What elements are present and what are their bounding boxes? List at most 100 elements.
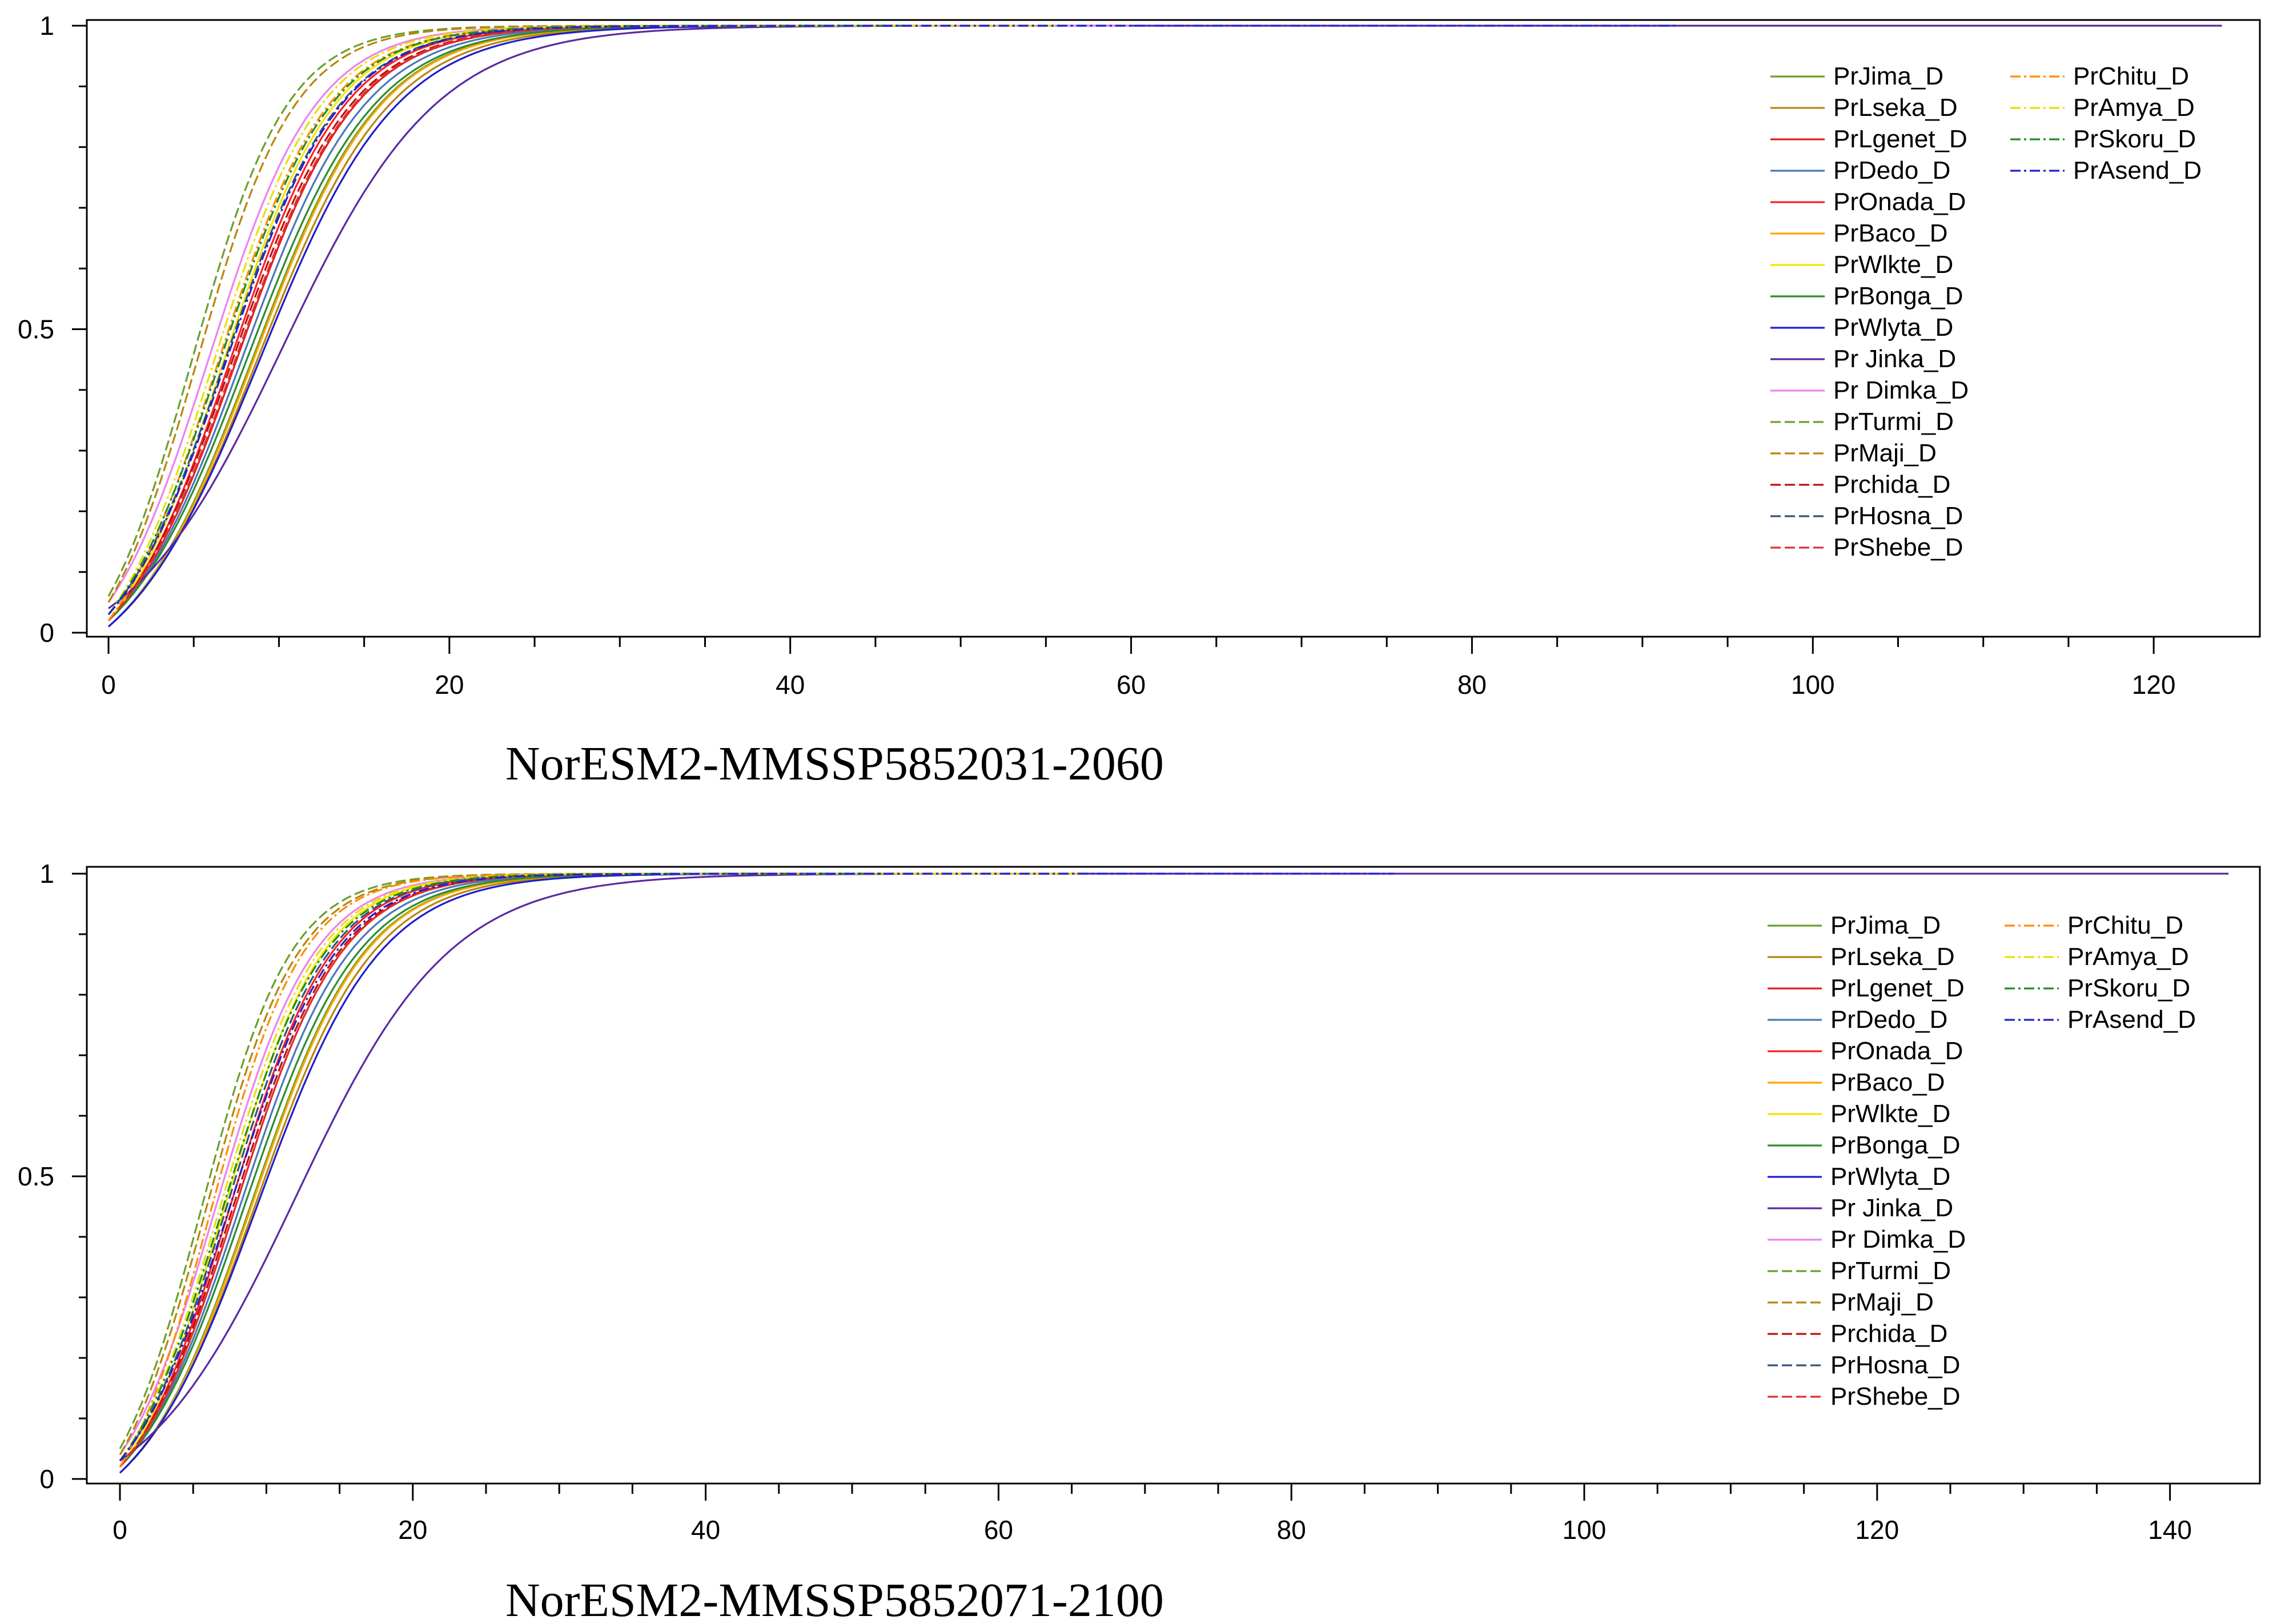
- series-line-pr-dimka_d: [107, 25, 1131, 603]
- legend-label: PrBaco_D: [1830, 1068, 1945, 1096]
- x-tick-label: 20: [435, 670, 464, 700]
- legend-item: Pr Jinka_D: [1768, 1194, 1953, 1222]
- legend-label: PrDedo_D: [1830, 1006, 1947, 1034]
- y-tick-label: 0.5: [18, 315, 54, 344]
- legend-label: PrSkoru_D: [2067, 974, 2190, 1002]
- legend-item: Pr Dimka_D: [1770, 376, 1969, 404]
- series-lines: [107, 25, 2222, 628]
- chart-2071-2100: 0 20 40 60 80 100 120 140 00.51 PrJima_DPrLseka…: [18, 859, 2261, 1624]
- legend-label: Prchida_D: [1833, 471, 1950, 499]
- legend-item: Pr Dimka_D: [1768, 1225, 1966, 1253]
- legend-label: PrLgenet_D: [1833, 125, 1967, 153]
- y-tick-label: 0: [39, 618, 54, 648]
- legend-item: PrMaji_D: [1770, 439, 1937, 467]
- legend-label: Pr Dimka_D: [1830, 1225, 1966, 1253]
- legend-label: PrOnada_D: [1830, 1037, 1963, 1065]
- legend-label: PrMaji_D: [1830, 1288, 1934, 1316]
- legend-label: PrHosna_D: [1833, 502, 1963, 530]
- legend-label: PrJima_D: [1830, 911, 1941, 939]
- x-tick-label: 100: [1791, 670, 1835, 700]
- series-line-prskoru_d: [119, 873, 882, 1462]
- legend-label: PrAsend_D: [2073, 156, 2202, 184]
- series-line-prchida_d: [107, 25, 825, 621]
- series-line-pronada_d: [107, 25, 790, 621]
- x-tick-label: 80: [1457, 670, 1487, 700]
- x-tick-label: 100: [1563, 1515, 1607, 1545]
- legend-item: PrJima_D: [1768, 911, 1941, 939]
- legend-label: Pr Jinka_D: [1833, 345, 1956, 373]
- series-line-pr-jinka_d: [119, 873, 2229, 1462]
- legend-item: PrAsend_D: [2010, 156, 2202, 184]
- x-tick-label: 20: [398, 1515, 427, 1545]
- legend-item: PrHosna_D: [1768, 1351, 1960, 1379]
- legend-item: PrLseka_D: [1770, 94, 1958, 122]
- legend-label: Pr Jinka_D: [1830, 1194, 1953, 1222]
- legend-label: PrAsend_D: [2067, 1006, 2196, 1034]
- series-line-prmaji_d: [119, 873, 765, 1456]
- chart-caption: NorESM2-MMSSP5852071-2100: [505, 1574, 1164, 1624]
- legend-label: PrHosna_D: [1830, 1351, 1960, 1379]
- series-line-pr-jinka_d: [108, 25, 2222, 609]
- legend-item: PrBaco_D: [1770, 219, 1948, 247]
- legend-label: PrBonga_D: [1833, 282, 1963, 310]
- legend-item: PrAmya_D: [2005, 943, 2189, 971]
- series-line-prchitu_d: [107, 25, 1063, 621]
- series-lines: [119, 873, 2229, 1474]
- legend-item: PrBonga_D: [1770, 282, 1963, 310]
- legend-label: PrSkoru_D: [2073, 125, 2196, 153]
- series-line-prdedo_d: [107, 25, 825, 621]
- series-line-prwlyta_d: [107, 25, 910, 628]
- x-tick-label: 40: [776, 670, 805, 700]
- legend-item: PrWlkte_D: [1768, 1100, 1950, 1128]
- series-line-prhosna_d: [107, 25, 825, 616]
- y-tick-label: 1: [39, 859, 54, 889]
- legend-item: PrShebe_D: [1768, 1382, 1960, 1410]
- legend-label: PrLgenet_D: [1830, 974, 1965, 1002]
- legend-item: PrSkoru_D: [2005, 974, 2190, 1002]
- legend-item: PrOnada_D: [1770, 188, 1966, 216]
- series-line-prhosna_d: [119, 873, 765, 1462]
- legend-item: Prchida_D: [1768, 1320, 1947, 1348]
- legend-item: PrMaji_D: [1768, 1288, 1934, 1316]
- x-tick-label: 120: [1855, 1515, 1899, 1545]
- legend-item: PrLgenet_D: [1770, 125, 1967, 153]
- legend-label: PrBonga_D: [1830, 1131, 1960, 1159]
- legend-label: PrTurmi_D: [1830, 1257, 1951, 1285]
- series-line-prjima_d: [119, 873, 779, 1474]
- legend-label: PrDedo_D: [1833, 156, 1950, 184]
- x-tick-label: 140: [2148, 1515, 2192, 1545]
- legend-item: PrTurmi_D: [1770, 408, 1954, 436]
- legend-item: PrAmya_D: [2010, 94, 2195, 122]
- legend-label: PrShebe_D: [1830, 1382, 1960, 1410]
- legend-label: PrAmya_D: [2067, 943, 2189, 971]
- x-axis-labels: 0 20 40 60 80 100 120: [101, 670, 2175, 700]
- legend-label: PrWlkte_D: [1833, 251, 1953, 279]
- legend-label: PrLseka_D: [1833, 94, 1958, 122]
- legend-label: PrWlkte_D: [1830, 1100, 1950, 1128]
- plot-frame: [86, 866, 2261, 1485]
- chart-2031-2060: 0 20 40 60 80 100 120 00.51 PrJima_DPrLseka_DP…: [18, 11, 2261, 790]
- legend-label: PrLseka_D: [1830, 943, 1955, 971]
- y-tick-label: 0.5: [18, 1161, 54, 1191]
- legend-item: PrWlkte_D: [1770, 251, 1953, 279]
- x-tick-label: 60: [1117, 670, 1146, 700]
- legend-label: PrAmya_D: [2073, 94, 2195, 122]
- legend-label: PrShebe_D: [1833, 533, 1963, 561]
- x-tick-label: 0: [113, 1515, 127, 1545]
- legend-label: PrMaji_D: [1833, 439, 1937, 467]
- y-axis-labels: 00.51: [18, 859, 54, 1494]
- legend-item: PrOnada_D: [1768, 1037, 1963, 1065]
- legend-item: PrLgenet_D: [1768, 974, 1965, 1002]
- y-axis-labels: 00.51: [18, 11, 54, 648]
- legend-item: PrJima_D: [1770, 62, 1943, 90]
- legend-item: Pr Jinka_D: [1770, 345, 1956, 373]
- legend-item: PrHosna_D: [1770, 502, 1963, 530]
- legend-item: PrLseka_D: [1768, 943, 1955, 971]
- legend-item: PrBonga_D: [1768, 1131, 1960, 1159]
- series-line-prshebe_d: [107, 25, 825, 621]
- x-axis-labels: 0 20 40 60 80 100 120 140: [113, 1515, 2192, 1545]
- legend-item: PrSkoru_D: [2010, 125, 2196, 153]
- legend: PrJima_D PrLseka_D PrLgenet_D PrDedo_D PrOna…: [1768, 911, 2196, 1410]
- series-line-prturmi_d: [119, 873, 765, 1449]
- legend-item: PrWlyta_D: [1770, 313, 1953, 341]
